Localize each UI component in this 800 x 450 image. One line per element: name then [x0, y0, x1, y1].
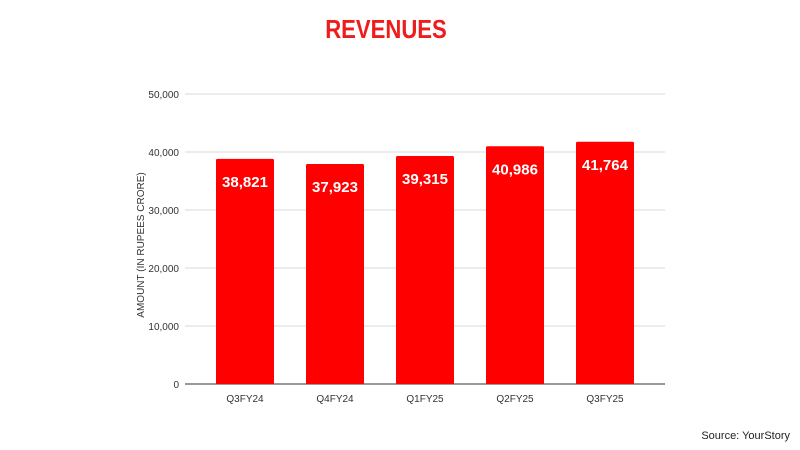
data-label: 40,986: [492, 161, 538, 178]
bar: [486, 146, 544, 384]
bar: [216, 158, 274, 384]
y-tick-label: 30,000: [148, 206, 179, 217]
y-tick-label: 10,000: [148, 322, 179, 333]
bar: [396, 155, 454, 384]
y-tick-label: 40,000: [148, 148, 179, 159]
bar: [576, 141, 634, 384]
y-tick-label: 0: [173, 380, 179, 391]
y-axis-label: AMOUNT (IN RUPEES CRORE): [136, 172, 147, 317]
data-label: 37,923: [312, 179, 358, 196]
source-note: Source: YourStory: [701, 430, 790, 442]
data-label: 39,315: [402, 171, 448, 188]
x-tick-label: Q4FY24: [316, 394, 354, 405]
y-tick-label: 50,000: [148, 90, 179, 101]
y-tick-label: 20,000: [148, 264, 179, 275]
bar: [306, 164, 364, 384]
chart-title: REVENUES: [325, 14, 447, 44]
x-tick-label: Q1FY25: [406, 394, 444, 405]
x-tick-label: Q3FY25: [586, 394, 624, 405]
data-label: 38,821: [222, 174, 268, 191]
x-tick-label: Q2FY25: [496, 394, 534, 405]
x-tick-label: Q3FY24: [226, 394, 264, 405]
data-label: 41,764: [582, 157, 629, 174]
